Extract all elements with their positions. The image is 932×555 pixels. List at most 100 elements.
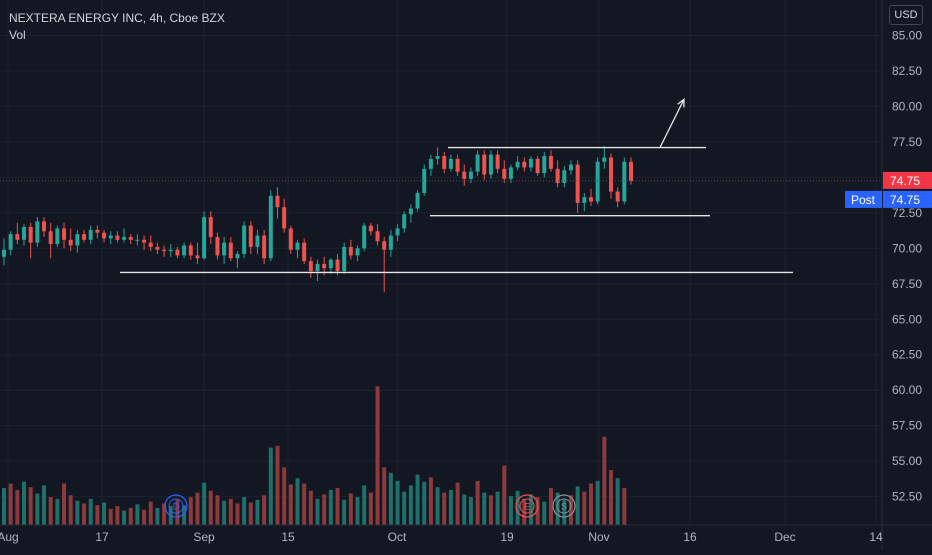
event-marker-ring (164, 494, 188, 518)
volume-bar (582, 491, 587, 525)
last-price-badge (883, 171, 932, 189)
volume-bar (15, 489, 20, 525)
candle-body (355, 248, 360, 256)
y-tick-label: 65.00 (892, 312, 922, 326)
candle-body (55, 228, 60, 245)
candle-body (502, 168, 507, 179)
candle-body (475, 154, 480, 172)
x-tick-label: 16 (683, 530, 697, 544)
volume-bar (568, 495, 573, 525)
volume-bar (202, 482, 207, 525)
volume-bar (595, 480, 600, 525)
volume-bar (328, 489, 333, 525)
candle-body (182, 245, 187, 256)
candle-body (535, 158, 540, 174)
candle-body (562, 170, 567, 184)
candle-body (442, 156, 447, 169)
volume-bar (268, 447, 273, 525)
volume-bar (122, 510, 127, 525)
x-tick-label: 15 (281, 530, 295, 544)
y-tick-label: 60.00 (892, 383, 922, 397)
candle-body (435, 156, 440, 159)
volume-bar (468, 497, 473, 525)
candle-body (135, 239, 140, 241)
candle-body (202, 217, 207, 259)
volume-bar (148, 501, 153, 525)
volume-bar (448, 489, 453, 525)
volume-bar (42, 485, 47, 525)
candle-body (215, 236, 220, 256)
event-marker-circle (519, 498, 535, 514)
time-axis[interactable]: Aug 17 Sep 15 Oct 19 Nov 16 Dec 14 (0, 524, 932, 544)
drawings[interactable] (120, 97, 793, 274)
x-tick-label: Aug (0, 530, 19, 544)
volume-indicator-label[interactable]: Vol (9, 28, 26, 42)
volume-bar (248, 502, 253, 525)
volume-bar (208, 490, 213, 525)
volume-bar (348, 493, 353, 525)
candle-body (102, 232, 107, 239)
candle-body (375, 231, 380, 242)
candle-body (35, 221, 40, 243)
candle-body (22, 227, 27, 240)
post-market-tag (845, 190, 882, 208)
event-marker-ring (552, 494, 576, 518)
candle-body (348, 246, 353, 256)
candle-body (495, 154, 500, 169)
candle-body (122, 236, 127, 240)
candle-body (142, 239, 147, 243)
volume-bar (455, 482, 460, 525)
volume-bar (155, 507, 160, 525)
volume-bar (242, 497, 247, 525)
volume-bar (35, 493, 40, 525)
candle-body (462, 171, 467, 179)
volume-bar (188, 497, 193, 525)
candle-body (1, 249, 7, 257)
symbol-title[interactable]: NEXTERA ENERGY INC, 4h, Cboe BZX (9, 11, 225, 25)
post-market-label: Post (851, 193, 876, 207)
volume-bar (68, 495, 73, 525)
grid (0, 0, 882, 525)
volume-bar (548, 488, 553, 525)
candle-body (428, 158, 433, 169)
candle-body (15, 234, 20, 240)
volume-bar (528, 494, 533, 525)
candle-body (248, 225, 253, 247)
y-tick-label: 85.00 (892, 28, 922, 42)
candle-body (95, 229, 100, 233)
volume-bar (222, 500, 227, 525)
currency-button[interactable]: USD (889, 5, 923, 25)
volume-bar (622, 488, 627, 525)
volume-bar (482, 492, 487, 525)
volume-bar (55, 498, 60, 525)
volume-bar (562, 499, 567, 525)
candle-body (575, 164, 580, 203)
candle-body (322, 263, 327, 269)
volume-bar (162, 503, 167, 525)
post-market-badge (883, 190, 932, 208)
candle-body (208, 217, 213, 237)
volume-bar (488, 495, 493, 525)
volume-bar (228, 498, 233, 525)
candle-body (408, 208, 413, 215)
candle-body (28, 227, 33, 243)
x-tick-label: Sep (193, 530, 215, 544)
volume-bar (335, 488, 340, 525)
candle-body (622, 161, 627, 202)
volume-bars (1, 386, 627, 525)
volume-bar (382, 467, 387, 525)
volume-bar (362, 485, 367, 525)
volume-bar (495, 491, 500, 525)
price-axis[interactable]: 52.50 55.00 57.50 60.00 62.50 65.00 67.50 70.00… (881, 0, 922, 550)
volume-bar (215, 495, 220, 525)
candle-body (402, 214, 407, 229)
candle-body (222, 242, 227, 256)
candle-body (468, 171, 473, 179)
candle-body (335, 259, 340, 272)
candle-body (188, 245, 193, 256)
candle-body (548, 156, 553, 169)
volume-bar (82, 503, 87, 525)
